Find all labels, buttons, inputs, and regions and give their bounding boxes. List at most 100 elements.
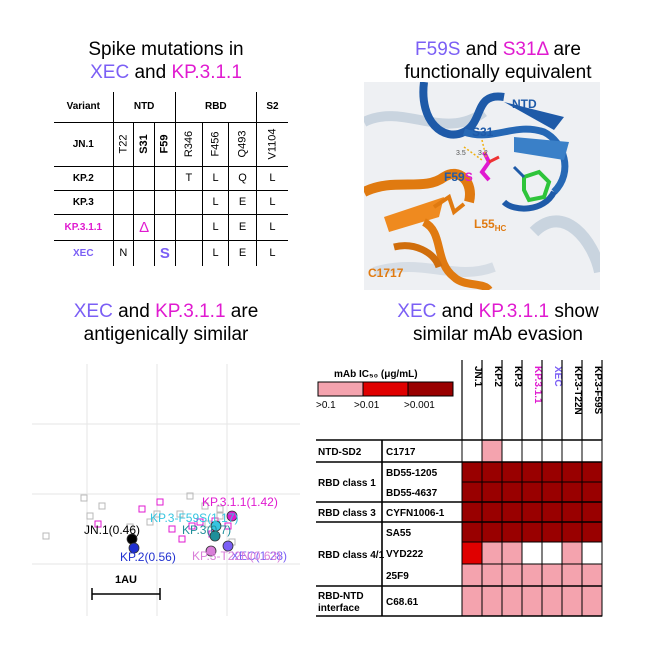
serum-square	[94, 520, 102, 528]
serum-square	[138, 505, 146, 513]
column-header: XEC	[552, 366, 563, 387]
title-kp: KP.3.1.1	[478, 301, 550, 322]
antigen-label: KP.3.1.1(1.42)	[202, 495, 278, 509]
heatmap-cell	[481, 585, 503, 617]
scale-label: 1AU	[115, 574, 137, 586]
heatmap-cell	[501, 501, 523, 523]
heatmap-cell	[481, 439, 503, 463]
title-and: and	[134, 62, 167, 83]
heatmap-cell	[581, 585, 603, 617]
antigen-point	[205, 545, 217, 557]
title-f59s: F59S	[415, 39, 461, 60]
cell: L	[201, 213, 230, 241]
legend-tick: >0.001	[404, 400, 435, 411]
heatmap-cell	[501, 563, 523, 587]
heatmap-cell	[521, 481, 543, 503]
serum-square	[42, 532, 50, 540]
cell	[154, 213, 176, 241]
column-header: KP.3-F59S	[592, 366, 603, 415]
heatmap-cell	[561, 521, 583, 543]
cell: L	[255, 239, 288, 266]
serum-square	[216, 505, 224, 513]
cell: Q	[228, 165, 257, 191]
protein-structure-image: NTD S31 3.5 3.2 F59S L55HC C1717	[364, 82, 600, 290]
heatmap-cell	[581, 521, 603, 543]
antigen-point	[209, 530, 221, 542]
heatmap-cell	[561, 461, 583, 483]
heatmap-cell	[521, 501, 543, 523]
heatmap-cell	[581, 541, 603, 565]
row-label: KP.3	[54, 189, 114, 215]
label-distance-2: 3.2	[478, 150, 488, 157]
legend-swatch-low	[317, 381, 364, 397]
pos-s31: S31	[133, 121, 156, 167]
heatmap-panel: mAb IC₅₀ (μg/mL) >0.1 >0.01 >0.001 JN.1 K…	[316, 360, 648, 650]
panel-structure: F59S and S31Δ are functionally equivalen…	[332, 0, 664, 300]
cell	[154, 165, 176, 191]
pos-t22: T22	[112, 121, 135, 167]
mab-label: C68.61	[386, 597, 419, 608]
column-header: KP.3	[512, 366, 523, 387]
heatmap-cell	[541, 481, 563, 503]
pos-q493: Q493	[228, 121, 257, 167]
heatmap-cell	[481, 521, 503, 543]
title-and: and	[118, 301, 150, 322]
column-headers: JN.1 KP.2 KP.3 KP.3.1.1 XEC KP.3-T22N KP.3-F59…	[461, 360, 603, 440]
pos-r346: R346	[174, 121, 203, 167]
heatmap-cell	[541, 563, 563, 587]
hdr-s2: S2	[255, 92, 288, 123]
cell	[112, 165, 135, 191]
heatmap-cell	[481, 563, 503, 587]
cell	[133, 239, 156, 266]
serum-square	[176, 510, 184, 518]
antigenic-map: KP.3.1.1(1.42) KP.3-F59S(1.17) JN.1(0.46) K…	[32, 364, 300, 616]
heatmap-cell	[561, 585, 583, 617]
cell	[112, 213, 135, 241]
heatmap-cell	[521, 541, 543, 565]
heatmap-cell	[481, 501, 503, 523]
heatmap-cell	[561, 481, 583, 503]
cell: S	[154, 239, 176, 266]
cell: E	[228, 213, 257, 241]
heatmap-cell	[461, 501, 483, 523]
group-label: RBD-NTD interface	[318, 591, 364, 614]
title-s31: S31Δ	[502, 39, 549, 60]
heatmap-cell	[461, 541, 483, 565]
mutation-table: Variant NTD RBD S2 JN.1 T22 S31 F59 R346…	[54, 92, 288, 266]
heatmap-cell	[481, 481, 503, 503]
serum-square	[188, 522, 196, 530]
mab-label: BD55-1205	[386, 468, 438, 479]
label-ntd: NTD	[512, 97, 537, 111]
heatmap-cell	[461, 585, 483, 617]
heatmap-cell	[521, 563, 543, 587]
row-label: XEC	[54, 239, 114, 266]
cell: L	[255, 213, 288, 241]
cell	[174, 213, 203, 241]
cell	[112, 189, 135, 215]
heatmap-cell	[521, 439, 543, 463]
hdr-variant: Variant	[54, 92, 114, 123]
heatmap-cell	[521, 521, 543, 543]
cell: L	[201, 239, 230, 266]
heatmap-cell	[461, 461, 483, 483]
title-line2: antigenically similar	[83, 324, 249, 345]
cell: N	[112, 239, 135, 266]
ic50-legend: mAb IC₅₀ (μg/mL) >0.1 >0.01 >0.001	[316, 369, 454, 411]
serum-square	[80, 494, 88, 502]
heatmap-cell	[561, 501, 583, 523]
group-label: NTD-SD2	[318, 447, 362, 458]
title-xec: XEC	[397, 301, 437, 322]
heatmap-cell	[501, 481, 523, 503]
label-l55: L55HC	[474, 217, 506, 233]
serum-square	[196, 518, 204, 526]
serum-square	[178, 535, 186, 543]
pos-v1104: V1104	[255, 121, 288, 167]
antigen-label: KP.3-F59S(1.17)	[150, 511, 239, 525]
map-grid	[32, 364, 300, 616]
serum-square	[224, 522, 232, 530]
mab-label: 25F9	[386, 571, 409, 582]
heatmap-cell	[501, 461, 523, 483]
pos-f59: F59	[154, 121, 176, 167]
mab-label: VYD222	[386, 549, 424, 560]
cell: E	[228, 189, 257, 215]
